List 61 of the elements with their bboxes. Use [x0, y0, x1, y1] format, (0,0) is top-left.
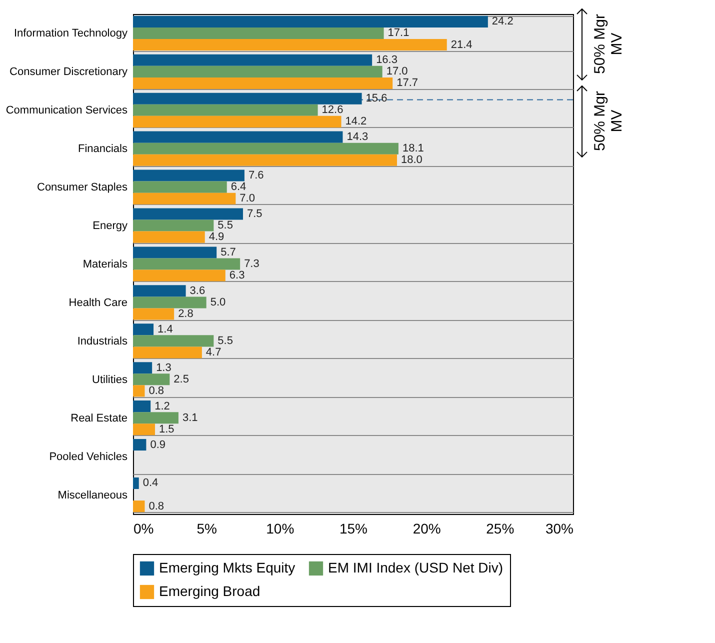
data-label: 5.0	[210, 296, 226, 308]
data-label: 7.0	[240, 192, 255, 205]
data-label: 0.9	[150, 438, 166, 451]
y-tick-label: Miscellaneous	[58, 489, 128, 502]
data-label: 7.3	[244, 258, 260, 270]
x-tick-label: 5%	[196, 520, 217, 536]
y-tick-label: Consumer Staples	[37, 182, 128, 194]
x-tick-label: 30%	[545, 520, 574, 536]
data-label: 2.8	[178, 308, 194, 320]
data-label: 3.6	[190, 284, 206, 297]
data-label: 18.0	[401, 154, 422, 166]
data-label: 1.3	[156, 362, 172, 374]
data-label: 17.7	[396, 77, 418, 90]
legend-label: Emerging Mkts Equity	[159, 559, 296, 576]
data-label: 0.8	[148, 500, 164, 512]
text: 50% Mgr MV	[590, 13, 625, 76]
x-tick-label: 10%	[266, 520, 294, 536]
data-label: 7.6	[248, 170, 264, 182]
data-label: 17.0	[386, 66, 408, 78]
data-label: 24.2	[492, 16, 514, 28]
data-label: 5.7	[220, 246, 236, 258]
text: 50% Mgr MV	[590, 90, 625, 154]
data-label: 5.5	[218, 220, 233, 232]
y-tick-label: Financials	[78, 143, 128, 156]
data-label: 17.1	[388, 27, 410, 40]
data-label: 6.3	[229, 270, 245, 282]
data-label: 7.5	[247, 208, 262, 220]
legend-label: EM IMI Index (USD Net Div)	[328, 559, 504, 576]
x-tick-label: 25%	[486, 520, 514, 536]
x-tick-label: 15%	[339, 520, 368, 536]
data-label: 1.2	[154, 400, 170, 412]
legend-label: Emerging Broad	[159, 583, 260, 599]
y-tick-label: Materials	[82, 258, 128, 270]
y-tick-label: Utilities	[92, 374, 128, 386]
data-label: 4.9	[208, 231, 224, 244]
data-label: 6.4	[230, 181, 246, 194]
data-label: 5.5	[218, 334, 233, 347]
data-label: 16.3	[376, 54, 398, 66]
data-label: 14.3	[346, 131, 368, 144]
data-label: 4.7	[206, 346, 222, 358]
y-tick-label: Pooled Vehicles	[49, 450, 128, 463]
data-label: 0.8	[148, 384, 164, 397]
data-label: 2.5	[174, 373, 189, 386]
data-label: 18.1	[402, 142, 424, 155]
y-tick-label: Real Estate	[70, 412, 128, 424]
y-tick-label: Industrials	[77, 335, 128, 348]
data-label: 15.6	[366, 92, 388, 105]
data-label: 21.4	[450, 38, 472, 51]
data-label: 1.5	[159, 423, 174, 436]
data-label: 0.4	[142, 477, 158, 490]
x-tick-label: 20%	[412, 520, 441, 536]
data-label: 1.4	[158, 323, 173, 336]
y-tick-label: Consumer Discretionary	[10, 66, 128, 78]
x-tick-label: 0%	[134, 520, 154, 536]
y-tick-label: Energy	[92, 220, 128, 232]
y-tick-label: Communication Services	[6, 104, 128, 117]
data-label: 14.2	[345, 116, 367, 128]
data-label: 3.1	[182, 412, 198, 424]
y-tick-label: Health Care	[68, 296, 128, 309]
y-tick-label: Information Technology	[14, 28, 128, 40]
data-label: 12.6	[322, 104, 344, 116]
